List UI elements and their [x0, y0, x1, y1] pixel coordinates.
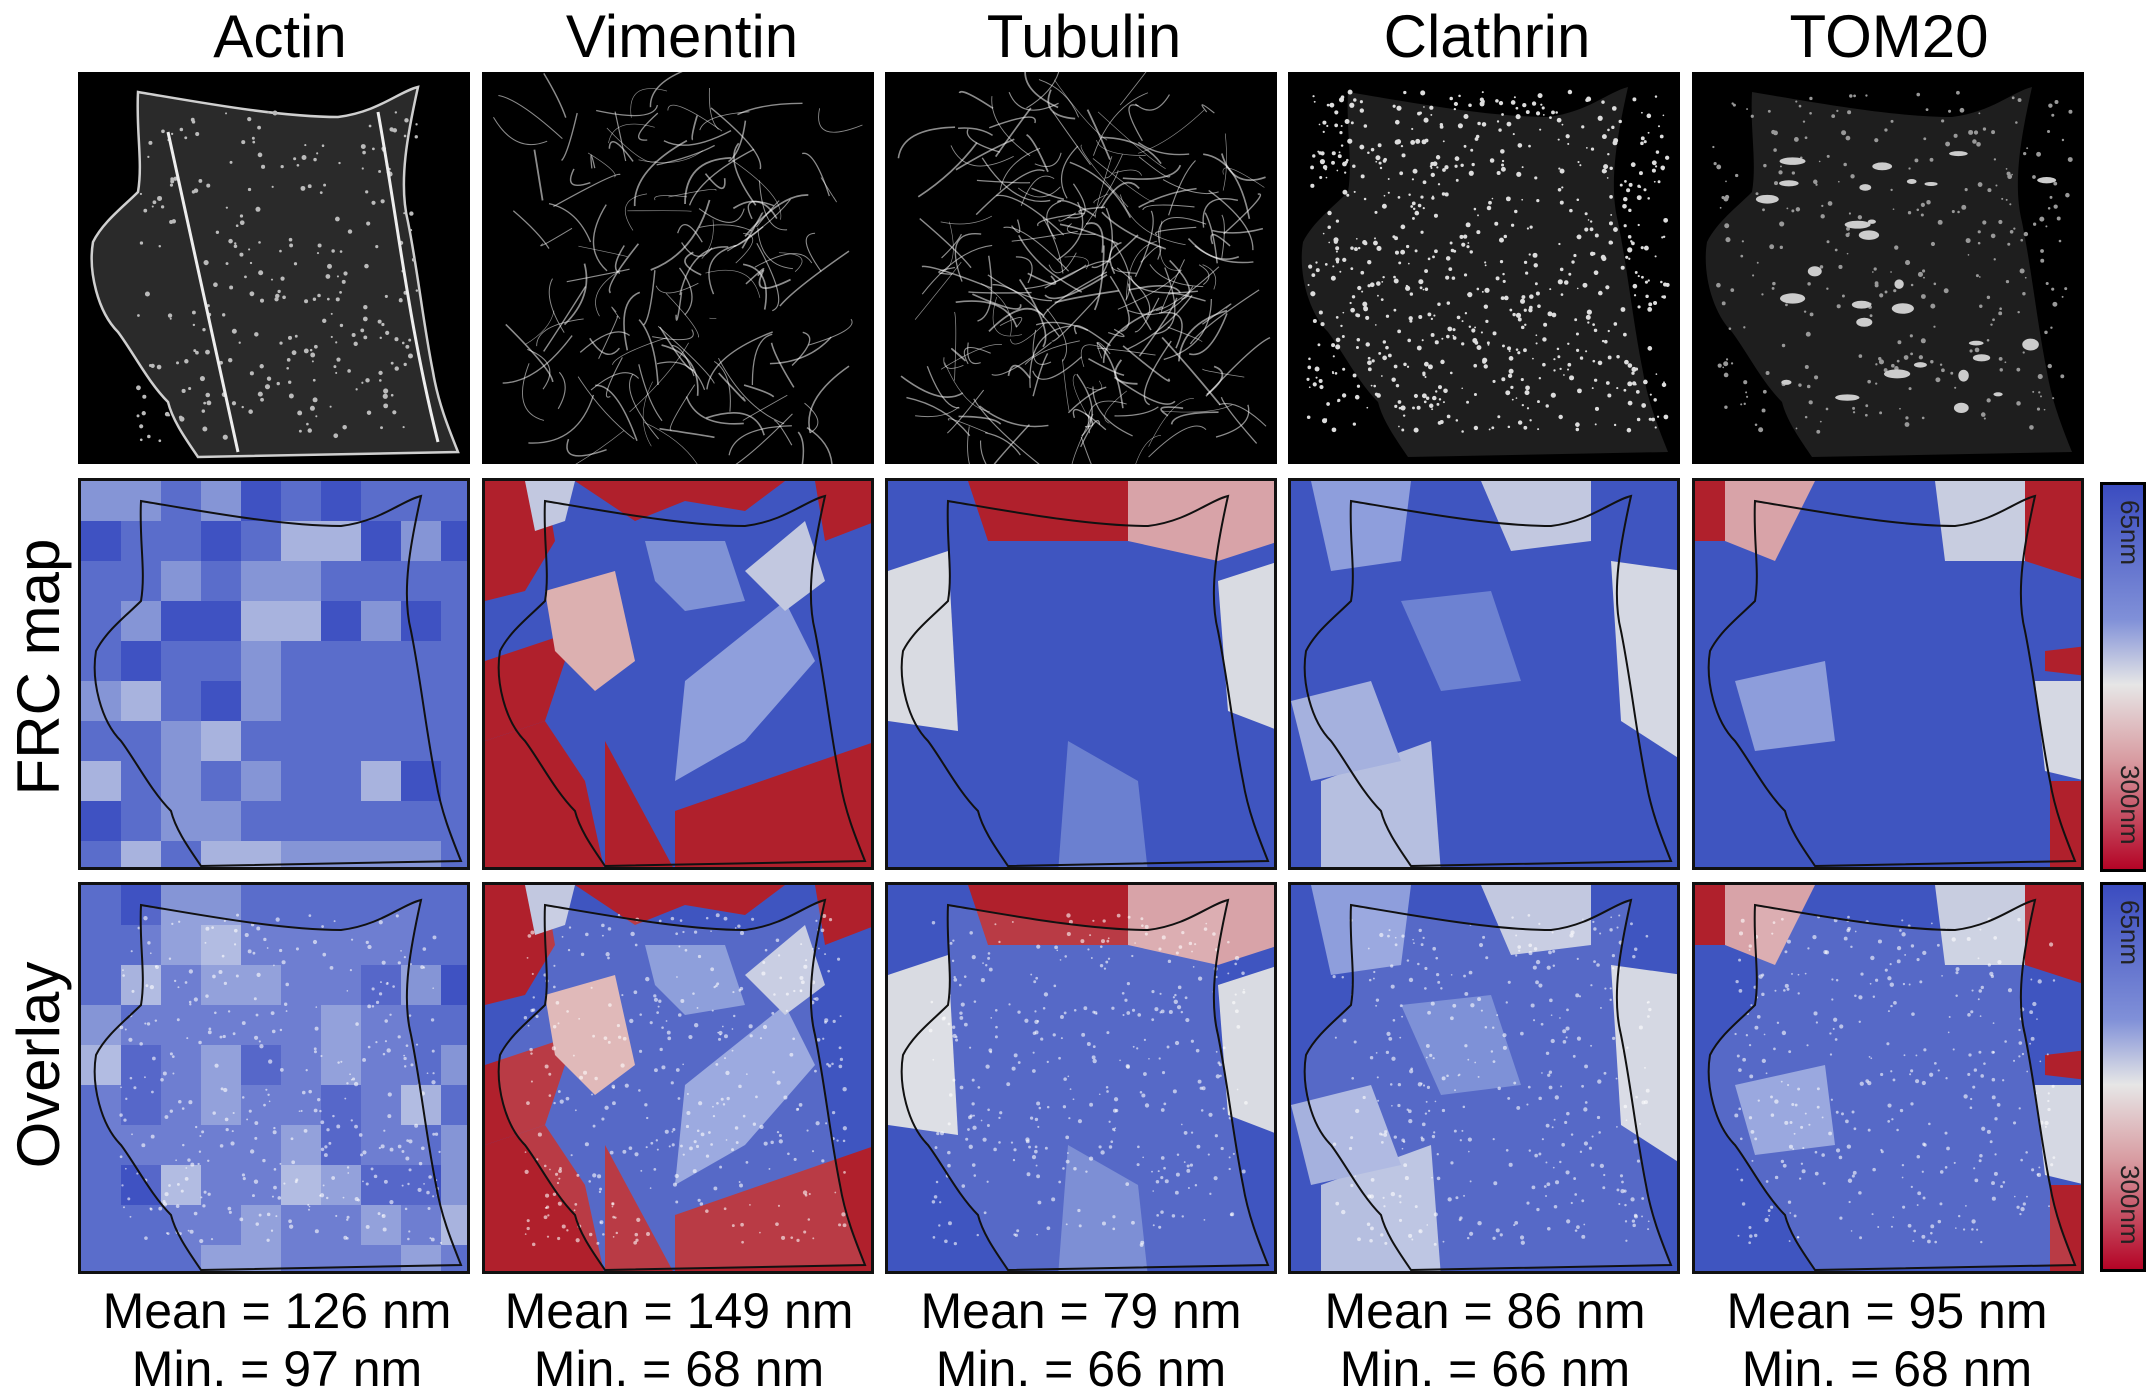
stats-actin: Mean = 126 nm Min. = 97 nm	[80, 1282, 474, 1398]
mean-vimentin: Mean = 149 nm	[482, 1282, 876, 1340]
min-tubulin: Min. = 66 nm	[884, 1340, 1278, 1398]
min-vimentin: Min. = 68 nm	[482, 1340, 876, 1398]
min-clathrin: Min. = 66 nm	[1288, 1340, 1682, 1398]
row-label-overlay: Overlay	[4, 935, 74, 1195]
min-tom20: Min. = 68 nm	[1690, 1340, 2084, 1398]
min-actin: Min. = 97 nm	[80, 1340, 474, 1398]
mean-tom20: Mean = 95 nm	[1690, 1282, 2084, 1340]
colorbar-frc-top-label: 65nm	[2114, 500, 2145, 565]
microscopy-vimentin	[482, 72, 874, 464]
frc-map-tom20	[1692, 478, 2084, 870]
mean-clathrin: Mean = 86 nm	[1288, 1282, 1682, 1340]
microscopy-actin	[78, 72, 470, 464]
colorbar-overlay-top-label: 65nm	[2114, 900, 2145, 965]
title-tom20: TOM20	[1692, 2, 2086, 72]
title-tubulin: Tubulin	[887, 2, 1281, 72]
colorbar-frc-bottom-label: 300nm	[2114, 765, 2145, 845]
frc-map-actin	[78, 478, 470, 870]
title-actin: Actin	[83, 2, 477, 72]
frc-map-clathrin	[1288, 478, 1680, 870]
title-vimentin: Vimentin	[485, 2, 879, 72]
mean-tubulin: Mean = 79 nm	[884, 1282, 1278, 1340]
microscopy-tubulin	[885, 72, 1277, 464]
overlay-clathrin	[1288, 882, 1680, 1274]
overlay-tom20	[1692, 882, 2084, 1274]
stats-vimentin: Mean = 149 nm Min. = 68 nm	[482, 1282, 876, 1398]
mean-actin: Mean = 126 nm	[80, 1282, 474, 1340]
colorbar-overlay-bottom-label: 300nm	[2114, 1165, 2145, 1245]
stats-tubulin: Mean = 79 nm Min. = 66 nm	[884, 1282, 1278, 1398]
stats-tom20: Mean = 95 nm Min. = 68 nm	[1690, 1282, 2084, 1398]
microscopy-clathrin	[1288, 72, 1680, 464]
row-label-frc-map: FRC map	[4, 537, 74, 797]
title-clathrin: Clathrin	[1290, 2, 1684, 72]
frc-map-tubulin	[885, 478, 1277, 870]
frc-map-vimentin	[482, 478, 874, 870]
stats-clathrin: Mean = 86 nm Min. = 66 nm	[1288, 1282, 1682, 1398]
overlay-tubulin	[885, 882, 1277, 1274]
overlay-vimentin	[482, 882, 874, 1274]
microscopy-tom20	[1692, 72, 2084, 464]
overlay-actin	[78, 882, 470, 1274]
